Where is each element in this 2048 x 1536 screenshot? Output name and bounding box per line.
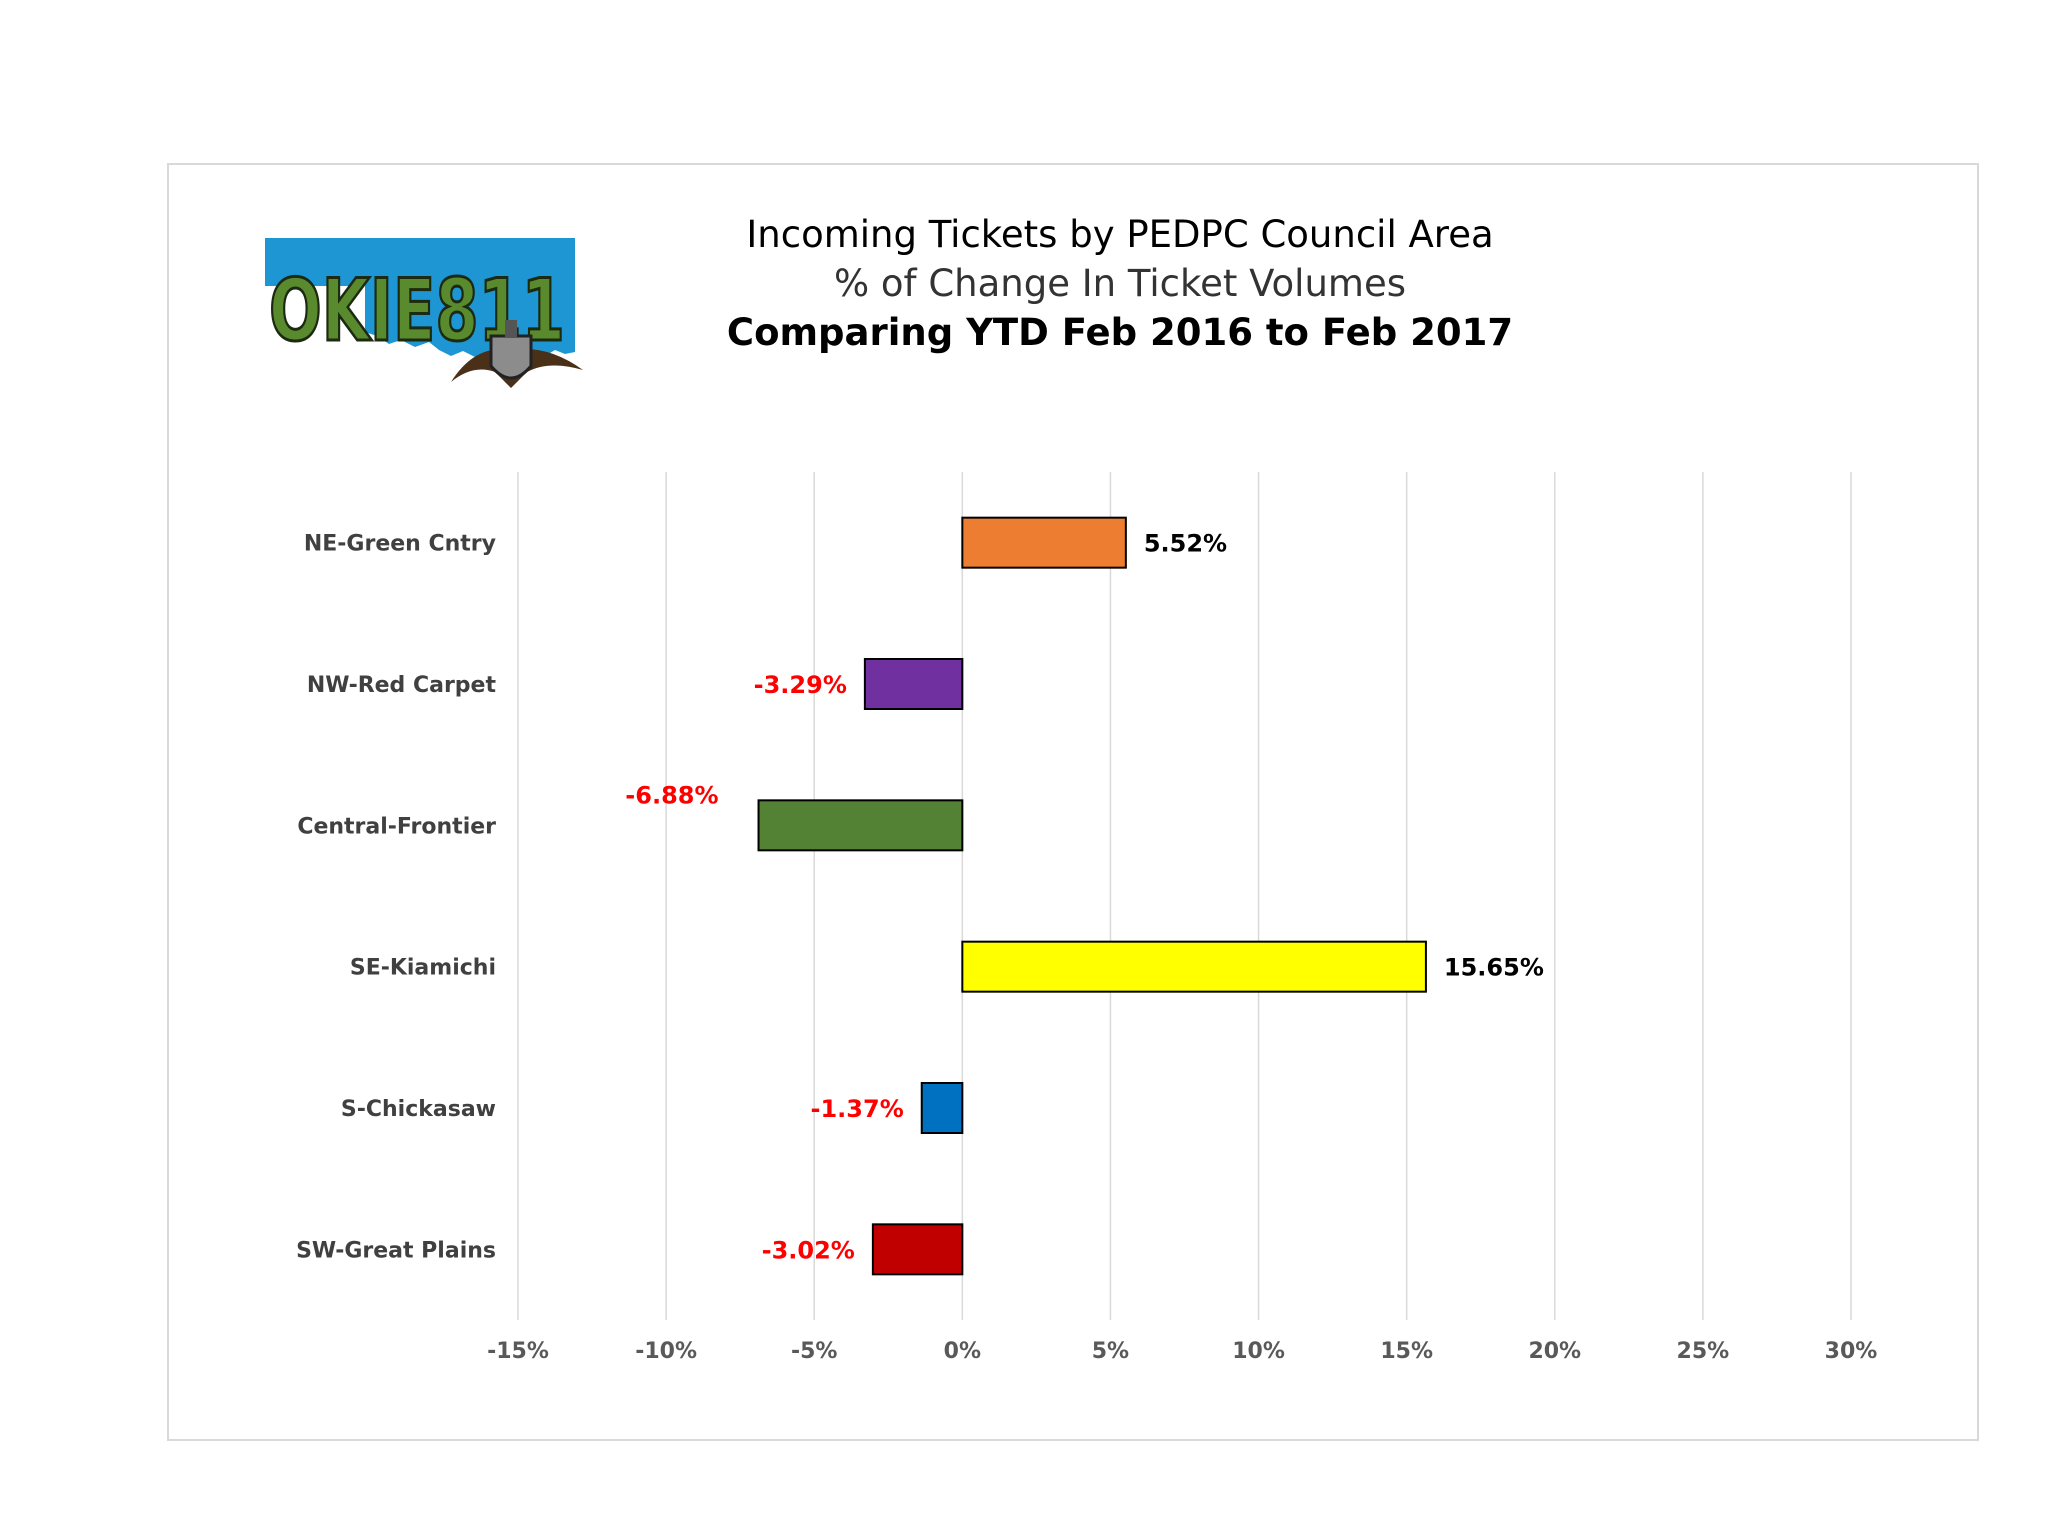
- category-labels: NE-Green Cntry NW-Red Carpet Central-Front…: [296, 532, 496, 1264]
- chart-title: Incoming Tickets by PEDPC Council Area: [746, 213, 1494, 256]
- x-tick-label: 10%: [1232, 1339, 1285, 1364]
- bar: [920, 1082, 964, 1134]
- bars: [757, 516, 1427, 1276]
- chart-subtitle-comparison: Comparing YTD Feb 2016 to Feb 2017: [726, 311, 1514, 354]
- bar: [961, 940, 1427, 993]
- chart-titles: Incoming Tickets by PEDPC Council Area %…: [600, 210, 1640, 357]
- bar: [871, 1223, 964, 1276]
- data-label: -1.37%: [811, 1095, 904, 1123]
- data-label: -3.29%: [754, 671, 847, 699]
- category-label: S-Chickasaw: [341, 1097, 496, 1122]
- shovel-icon: [451, 320, 583, 388]
- bar: [757, 799, 964, 852]
- category-label: SE-Kiamichi: [350, 956, 496, 981]
- gridlines: [517, 472, 1852, 1320]
- chart-subtitle: % of Change In Ticket Volumes: [833, 262, 1406, 305]
- x-tick-label: -15%: [487, 1339, 549, 1364]
- x-tick-label: 5%: [1092, 1339, 1129, 1364]
- oklahoma-state-icon: [265, 238, 575, 359]
- category-label: Central-Frontier: [297, 814, 496, 839]
- category-label: NE-Green Cntry: [304, 532, 496, 557]
- okie811-logo: OKIE811: [265, 238, 583, 388]
- x-tick-label: 30%: [1825, 1339, 1878, 1364]
- data-label: 5.52%: [1144, 530, 1227, 558]
- chart-frame: [167, 163, 1979, 1441]
- x-tick-labels: -15% -10% -5% 0% 5% 10% 15% 20% 25% 30%: [487, 1339, 1877, 1364]
- bar: [961, 516, 1127, 569]
- x-tick-label: -5%: [791, 1339, 837, 1364]
- category-label: NW-Red Carpet: [307, 673, 497, 698]
- x-tick-label: 0%: [944, 1339, 981, 1364]
- data-labels: 5.52% -3.29% -6.88% 15.65% -1.37% -3.02%: [625, 530, 1544, 1265]
- category-label: SW-Great Plains: [296, 1238, 496, 1263]
- x-tick-label: 20%: [1528, 1339, 1581, 1364]
- data-label: 15.65%: [1444, 954, 1544, 982]
- x-tick-label: -10%: [635, 1339, 697, 1364]
- data-label: -6.88%: [625, 781, 718, 809]
- x-tick-label: 15%: [1380, 1339, 1433, 1364]
- data-label: -3.02%: [762, 1236, 855, 1264]
- x-tick-label: 25%: [1677, 1339, 1730, 1364]
- bar: [863, 658, 964, 710]
